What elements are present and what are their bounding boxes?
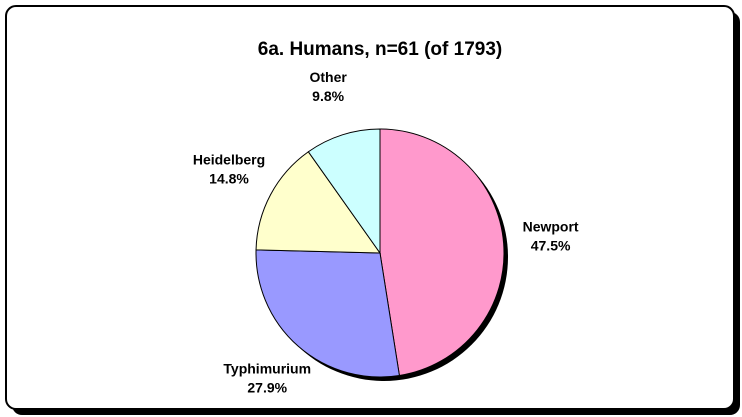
chart-title: 6a. Humans, n=61 (of 1793) [258, 39, 502, 60]
pie [255, 128, 508, 381]
pie-slice [255, 151, 381, 254]
slice-name: Newport [523, 219, 579, 235]
slice-value: 27.9% [247, 380, 287, 396]
slice-value: 47.5% [531, 238, 571, 254]
slice-name: Other [309, 69, 347, 85]
slice-value: 14.8% [209, 170, 249, 186]
slice-label: Heidelberg 14.8% [193, 151, 265, 186]
pie-slice [307, 128, 381, 255]
slice-label: Typhimurium 27.9% [223, 361, 311, 396]
slice-label: Newport 47.5% [523, 219, 579, 254]
slice-name: Heidelberg [193, 151, 265, 167]
slice-name: Typhimurium [223, 361, 311, 377]
labels: Newport 47.5% Typhimurium 27.9% Heidelberg 14… [193, 69, 579, 396]
pie-slice [255, 249, 400, 378]
slice-label: Other 9.8% [309, 69, 347, 104]
slice-value: 9.8% [312, 88, 344, 104]
pie-slice [379, 128, 505, 377]
